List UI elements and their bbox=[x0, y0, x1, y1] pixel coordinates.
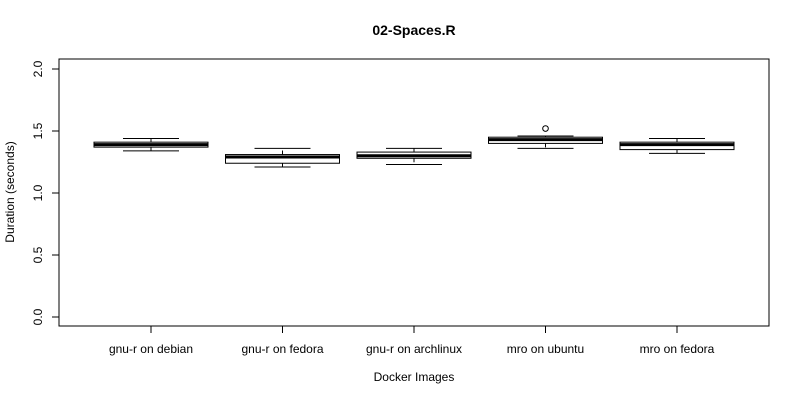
box-5 bbox=[619, 137, 735, 154]
x-axis-label: Docker Images bbox=[374, 370, 455, 384]
boxes bbox=[93, 125, 735, 168]
box-2 bbox=[225, 147, 340, 168]
y-tick-label: 1.5 bbox=[31, 122, 45, 139]
x-tick-label: mro on ubuntu bbox=[507, 342, 584, 356]
y-tick-label: 0.0 bbox=[31, 308, 45, 325]
y-axis: 0.0 0.5 1.0 1.5 2.0 bbox=[31, 60, 60, 325]
y-tick-label: 0.5 bbox=[31, 246, 45, 263]
x-tick-label: gnu-r on debian bbox=[109, 342, 193, 356]
x-tick-label: mro on fedora bbox=[640, 342, 715, 356]
y-axis-label: Duration (seconds) bbox=[3, 141, 17, 242]
box-4 bbox=[488, 125, 603, 149]
y-tick-label: 1.0 bbox=[31, 184, 45, 201]
x-axis: gnu-r on debian gnu-r on fedora gnu-r on a… bbox=[109, 325, 715, 356]
y-tick-label: 2.0 bbox=[31, 60, 45, 77]
box-1 bbox=[93, 137, 209, 152]
x-tick-label: gnu-r on archlinux bbox=[366, 342, 462, 356]
outlier-point bbox=[542, 125, 549, 132]
box-3 bbox=[356, 147, 472, 165]
box-iqr bbox=[225, 154, 340, 164]
chart-title: 02-Spaces.R bbox=[372, 22, 455, 38]
x-tick-label: gnu-r on fedora bbox=[241, 342, 323, 356]
plot-frame bbox=[58, 58, 770, 327]
